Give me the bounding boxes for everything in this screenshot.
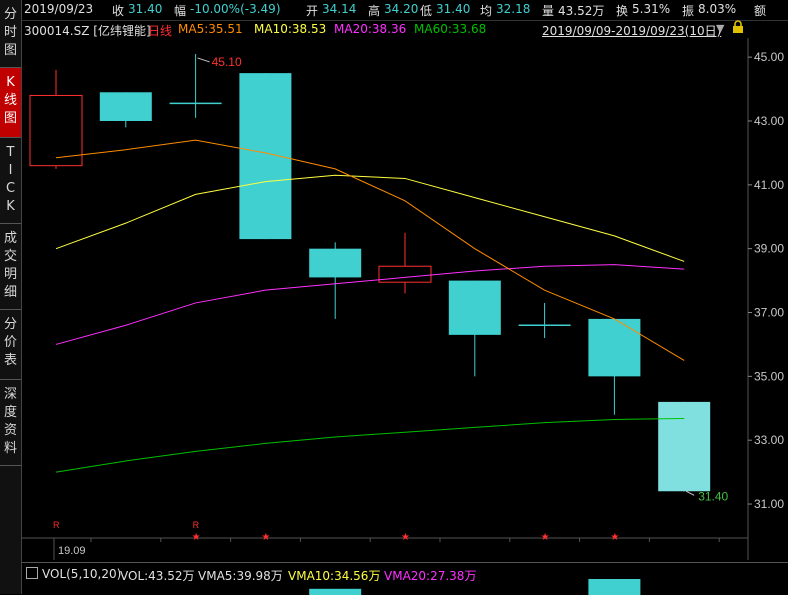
close-label: 收 [112, 4, 125, 18]
ma5-label: MA5:35.51 [178, 22, 243, 36]
low-label: 低 [420, 4, 433, 18]
amplitude-label: 振 [682, 4, 695, 18]
amount-label: 额 [754, 4, 767, 18]
date-range[interactable]: 2019/09/09-2019/09/23(10日) [542, 24, 722, 38]
volume-label: 量 [542, 4, 555, 18]
sidebar-tab-4[interactable]: 分价表 [3, 317, 17, 368]
ma10-line [55, 174, 685, 262]
close-value: 31.40 [128, 2, 163, 16]
turnover-value: 5.31% [632, 2, 671, 16]
amplitude-value: 8.03% [698, 2, 737, 16]
candle-body [378, 265, 432, 283]
change-label: 幅 [174, 4, 187, 18]
y-tick-label: 37.00 [754, 306, 784, 320]
volume-bar [588, 579, 641, 595]
sidebar-tab-0[interactable]: 分时图 [3, 7, 17, 58]
indicator-bar: 300014.SZ [亿纬锂能] 日线 MA5:35.51 MA10:38.53… [22, 20, 788, 38]
open-label: 开 [306, 4, 319, 18]
high-value: 34.20 [384, 2, 419, 16]
volume-checkbox[interactable] [26, 567, 38, 579]
y-tick-label: 35.00 [754, 369, 784, 383]
avg-value: 32.18 [496, 2, 531, 16]
low-annotation: 31.40 [698, 489, 728, 503]
sidebar-separator [0, 137, 21, 138]
kline-chart[interactable]: 45.00 43.00 41.00 39.00 37.00 35.00 33.00 31.00… [22, 38, 788, 560]
high-annotation-arrow [197, 57, 210, 63]
y-tick-label: 39.00 [754, 242, 784, 256]
high-annotation: 45.10 [212, 55, 242, 69]
sidebar-separator [0, 67, 21, 68]
sidebar-separator [0, 309, 21, 310]
volume-value: 43.52万 [558, 4, 605, 18]
y-tick-label: 43.00 [754, 114, 784, 128]
volume-bars [309, 579, 641, 595]
volume-bar [309, 588, 362, 595]
sidebar-separator [0, 223, 21, 224]
candle-body [658, 401, 711, 492]
ma5-line [55, 139, 685, 361]
candle-body [309, 248, 362, 278]
sidebar-tab-5[interactable]: 深度资料 [3, 387, 17, 456]
vol-indicator-label: VOL(5,10,20) [42, 567, 122, 581]
candle-body [99, 92, 152, 121]
change-value: -10.00%(-3.49) [190, 2, 281, 16]
turnover-label: 换 [616, 4, 629, 18]
open-value: 34.14 [322, 2, 357, 16]
candle-body [448, 280, 501, 335]
y-tick-label: 41.00 [754, 178, 784, 192]
volume-panel: VOL(5,10,20) VOL:43.52万 VMA5:39.98万 VMA1… [22, 562, 788, 595]
star-marker: ★ [192, 532, 201, 543]
r-marker: R [193, 520, 200, 530]
ma20-label: MA20:38.36 [334, 22, 407, 36]
ma60-label: MA60:33.68 [414, 22, 487, 36]
period-label[interactable]: 日线 [148, 24, 173, 38]
sidebar-separator [0, 465, 21, 466]
low-value: 31.40 [436, 2, 471, 16]
ma60-line [55, 417, 685, 473]
y-tick-label: 45.00 [754, 50, 784, 64]
quote-bar: 2019/09/23 收 31.40 幅 -10.00%(-3.49) 开 34… [22, 0, 788, 21]
ma10-label: MA10:38.53 [254, 22, 327, 36]
quote-date: 2019/09/23 [24, 2, 94, 16]
y-tick-label: 33.00 [754, 433, 784, 447]
vma5-value: VMA5:39.98万 [198, 569, 283, 583]
candle-body [29, 94, 83, 167]
vma10-value: VMA10:34.56万 [288, 569, 381, 583]
star-marker: ★ [401, 532, 410, 543]
star-marker: ★ [541, 532, 550, 543]
candle-body [588, 318, 641, 377]
sidebar-separator [0, 379, 21, 380]
vma20-value: VMA20:27.38万 [384, 569, 477, 583]
high-label: 高 [368, 4, 381, 18]
stock-name: 300014.SZ [亿纬锂能] [24, 24, 151, 38]
x-axis-label: 19.09 [58, 545, 86, 557]
star-marker: ★ [261, 532, 270, 543]
star-marker: ★ [610, 532, 619, 543]
candle-body [239, 73, 292, 240]
y-tick-label: 31.00 [754, 497, 784, 511]
sidebar-tab-3[interactable]: 成交明细 [3, 231, 17, 300]
low-annotation-arrow [685, 490, 695, 496]
vol-value: VOL:43.52万 [120, 569, 195, 583]
avg-label: 均 [480, 4, 493, 18]
ma20-line [55, 264, 685, 345]
r-marker: R [53, 520, 60, 530]
lock-icon[interactable] [732, 20, 744, 37]
dropdown-triangle-icon[interactable]: ▼ [716, 22, 725, 35]
